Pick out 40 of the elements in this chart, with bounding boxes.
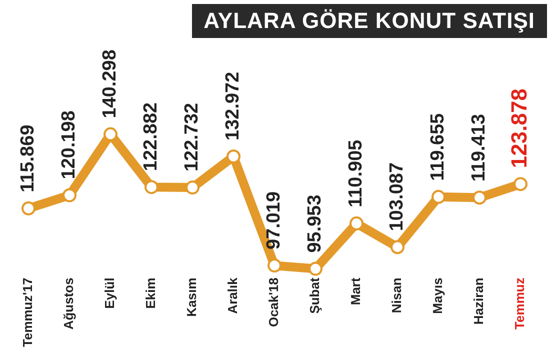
point bbox=[226, 149, 240, 164]
point bbox=[22, 201, 36, 216]
data-label: 132.972 bbox=[222, 72, 244, 140]
data-label: 140.298 bbox=[100, 50, 121, 118]
x-tick-label: Ocak'18 bbox=[266, 278, 282, 328]
x-tick-label: Mayıs bbox=[430, 278, 446, 314]
data-label: 122.732 bbox=[182, 102, 203, 172]
x-tick-label: Mart bbox=[348, 277, 364, 306]
chart-title: AYLARA GÖRE KONUT SATIŞI bbox=[192, 4, 547, 38]
data-label: 115.869 bbox=[18, 124, 39, 192]
x-tick-label: Haziran bbox=[471, 278, 486, 325]
point bbox=[390, 240, 404, 254]
point bbox=[308, 262, 322, 276]
x-tick-label: Temmuz bbox=[512, 277, 528, 330]
x-tick-label: Aralık bbox=[225, 276, 240, 314]
point bbox=[62, 188, 76, 202]
data-label: 122.882 bbox=[140, 102, 162, 172]
data-label: 95.953 bbox=[304, 194, 326, 253]
x-tick-label: Nisan bbox=[389, 278, 404, 314]
point bbox=[104, 127, 118, 142]
point bbox=[514, 177, 528, 192]
x-tick-label: Temmuz'17 bbox=[20, 278, 36, 348]
data-label: 119.413 bbox=[468, 114, 490, 182]
x-tick-label: Kasım bbox=[184, 278, 200, 317]
point bbox=[268, 258, 282, 273]
data-label: 119.655 bbox=[428, 112, 449, 181]
point bbox=[350, 216, 364, 230]
data-label: 97.019 bbox=[264, 191, 285, 250]
data-label: 110.905 bbox=[346, 139, 367, 208]
x-tick-label: Şubat bbox=[307, 277, 322, 314]
point bbox=[186, 180, 200, 195]
data-label: 123.878 bbox=[506, 88, 532, 168]
data-label: 103.087 bbox=[386, 162, 408, 232]
point bbox=[144, 180, 158, 194]
x-tick-label: Ağustos bbox=[61, 278, 76, 330]
x-tick-label: Eylül bbox=[102, 278, 118, 309]
point bbox=[472, 190, 486, 205]
point bbox=[432, 190, 446, 204]
x-tick-label: Ekim bbox=[143, 278, 158, 309]
data-label: 120.198 bbox=[58, 110, 80, 180]
